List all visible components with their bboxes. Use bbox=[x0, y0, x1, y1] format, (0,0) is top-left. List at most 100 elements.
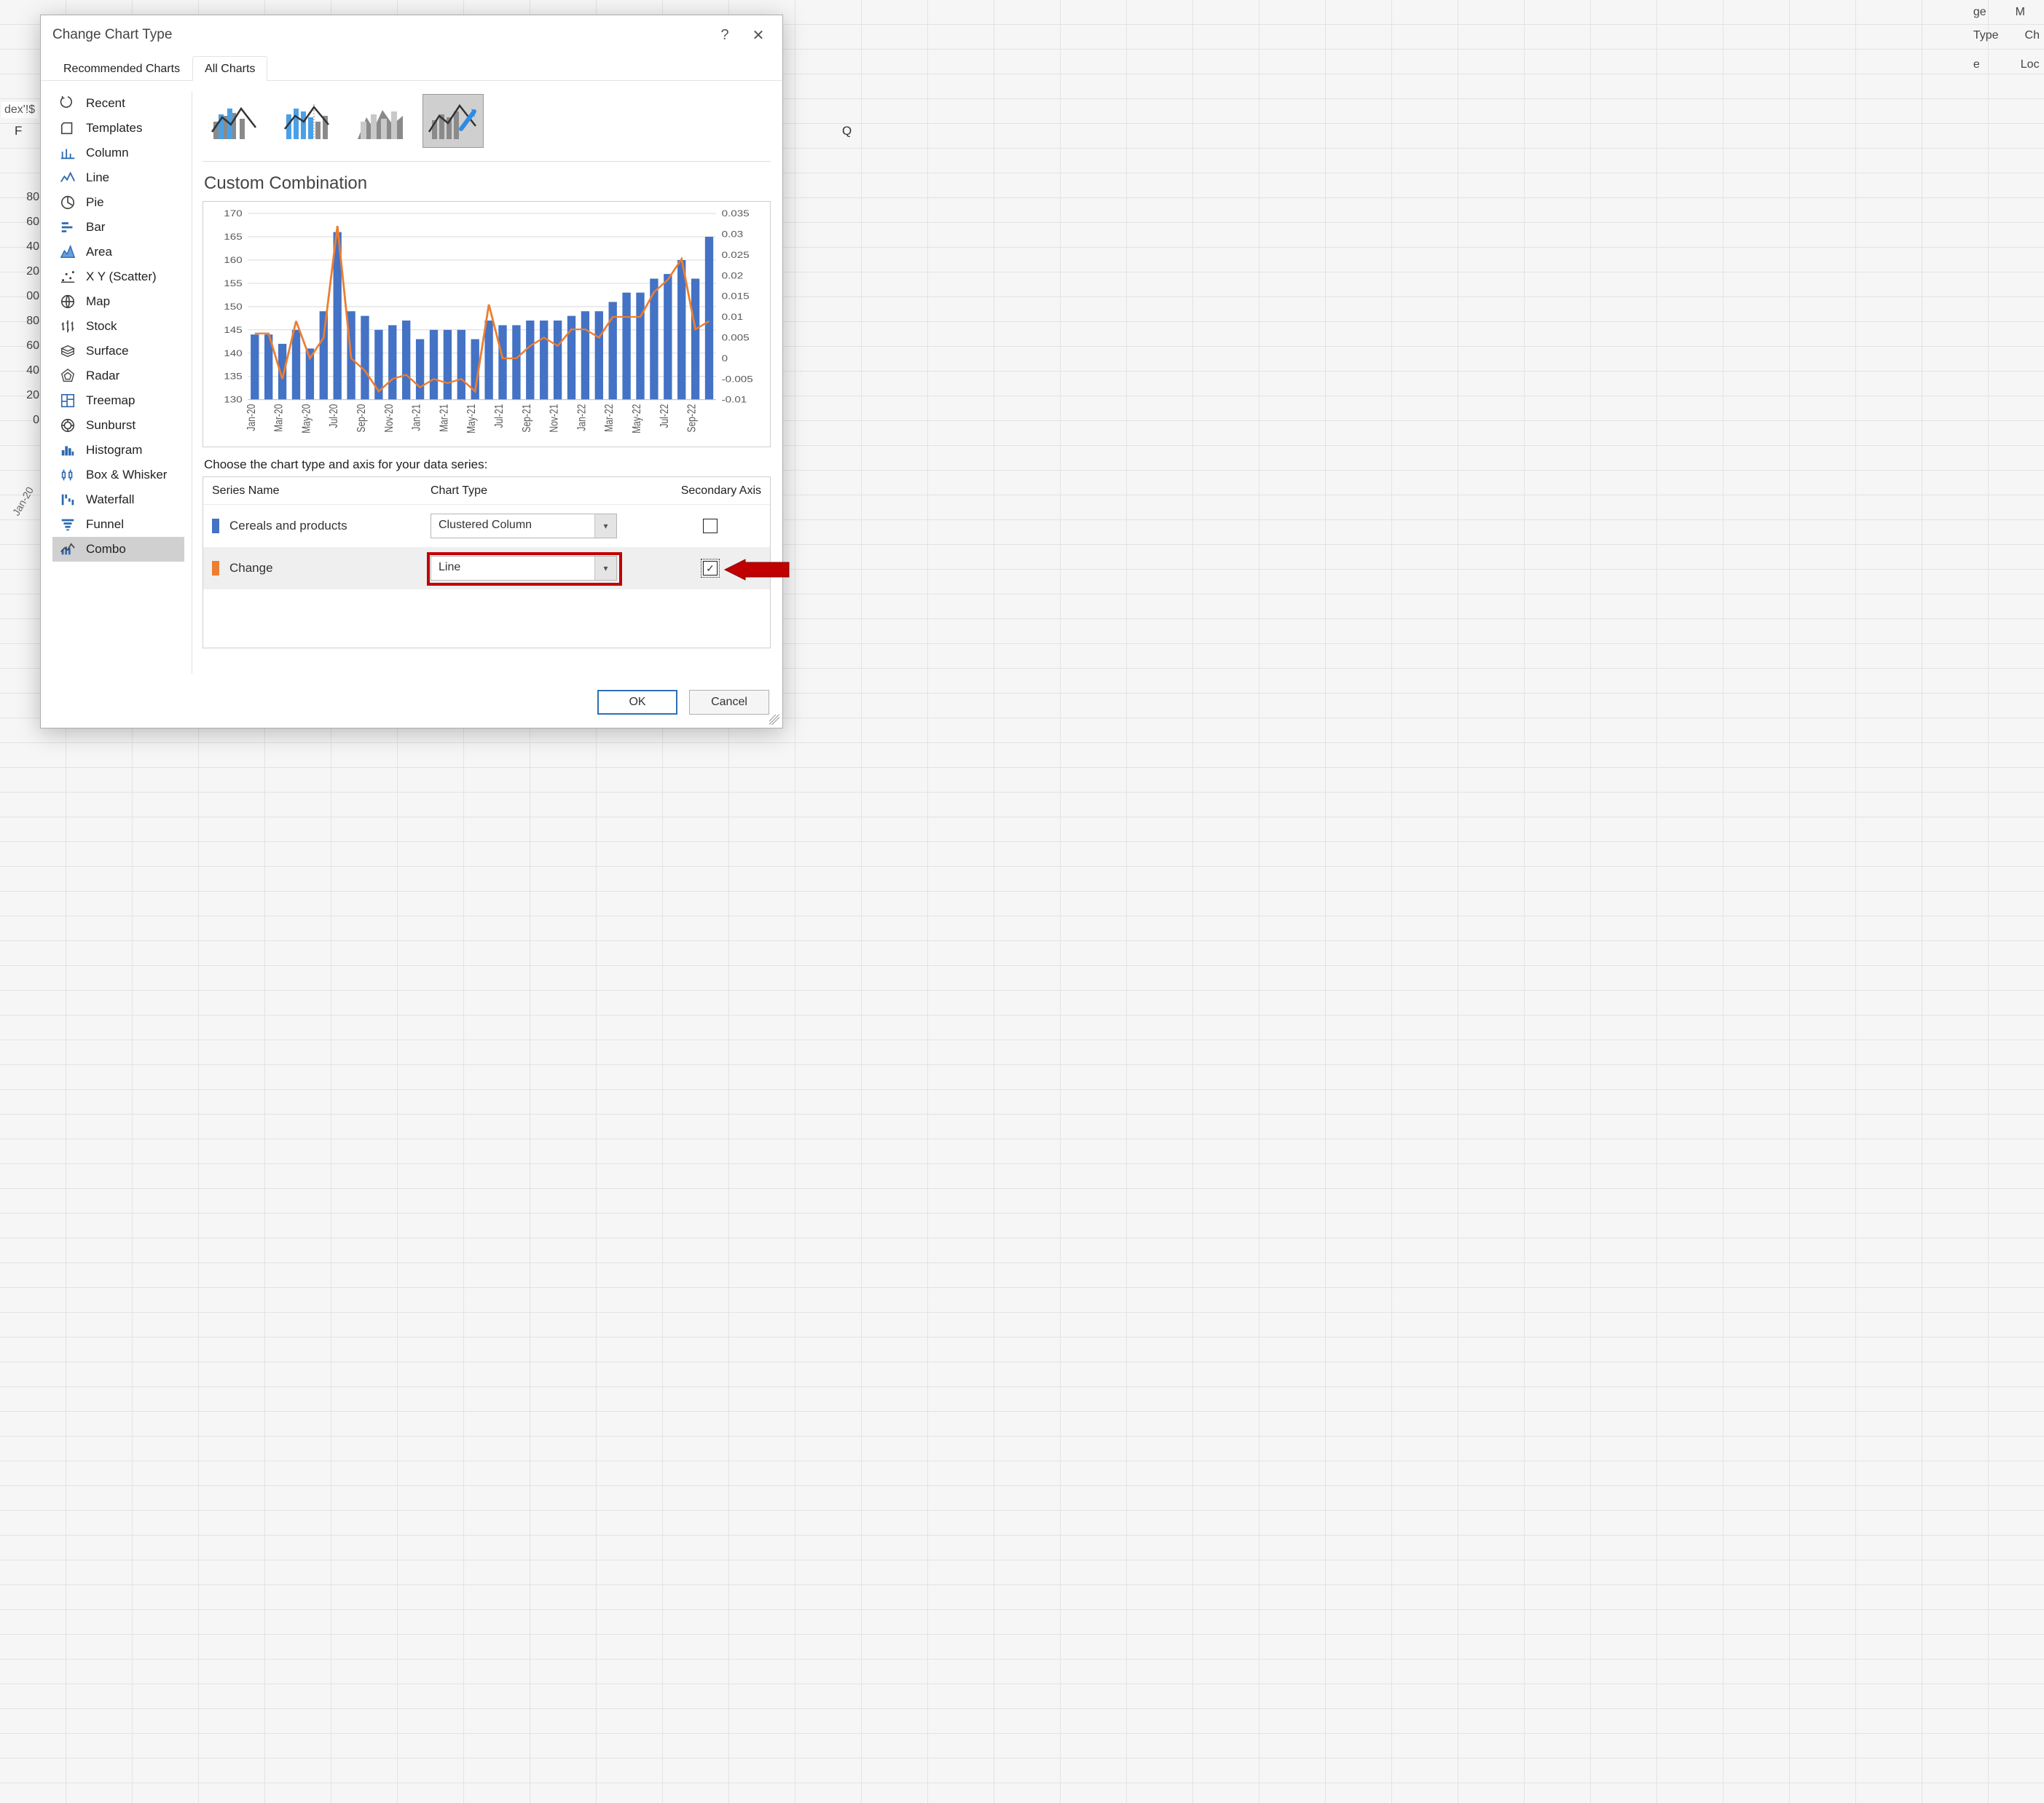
cat-box-whisker[interactable]: Box & Whisker bbox=[52, 463, 184, 487]
bar-icon bbox=[58, 219, 77, 235]
svg-text:Mar-21: Mar-21 bbox=[438, 404, 450, 432]
svg-text:135: 135 bbox=[224, 372, 243, 381]
combo-icon bbox=[58, 541, 77, 557]
box-whisker-icon bbox=[58, 467, 77, 483]
cat-stock[interactable]: Stock bbox=[52, 314, 184, 339]
series-table: Series Name Chart Type Secondary Axis Ce… bbox=[203, 476, 771, 648]
chevron-down-icon: ▾ bbox=[594, 514, 616, 538]
series-1-chart-type-select[interactable]: Clustered Column ▾ bbox=[431, 514, 617, 538]
radar-icon bbox=[58, 368, 77, 384]
svg-text:0.01: 0.01 bbox=[722, 313, 744, 322]
cat-scatter[interactable]: X Y (Scatter) bbox=[52, 264, 184, 289]
cat-waterfall[interactable]: Waterfall bbox=[52, 487, 184, 512]
combo-style-4-custom[interactable] bbox=[422, 94, 484, 148]
combo-style-row bbox=[203, 91, 771, 162]
cat-map[interactable]: Map bbox=[52, 289, 184, 314]
tab-recommended[interactable]: Recommended Charts bbox=[51, 56, 192, 81]
combo-style-3[interactable] bbox=[350, 94, 411, 148]
cat-treemap[interactable]: Treemap bbox=[52, 388, 184, 413]
treemap-icon bbox=[58, 393, 77, 409]
area-icon bbox=[58, 244, 77, 260]
svg-text:Sep-20: Sep-20 bbox=[355, 404, 368, 432]
series-row-2: Change Line ▾ ✓ bbox=[203, 547, 770, 589]
cat-sunburst[interactable]: Sunburst bbox=[52, 413, 184, 438]
svg-text:Mar-22: Mar-22 bbox=[603, 404, 616, 432]
cat-line[interactable]: Line bbox=[52, 165, 184, 190]
cat-funnel[interactable]: Funnel bbox=[52, 512, 184, 537]
series-1-name: Cereals and products bbox=[212, 519, 431, 534]
surface-icon bbox=[58, 343, 77, 359]
help-button[interactable]: ? bbox=[708, 23, 742, 47]
bg-col-f: F bbox=[15, 124, 22, 138]
svg-text:Jul-22: Jul-22 bbox=[659, 404, 671, 428]
combo-style-2[interactable] bbox=[277, 94, 338, 148]
svg-text:155: 155 bbox=[224, 278, 243, 288]
cat-area[interactable]: Area bbox=[52, 240, 184, 264]
svg-text:0.02: 0.02 bbox=[722, 271, 744, 280]
svg-text:-0.005: -0.005 bbox=[722, 374, 754, 384]
hdr-series-name: Series Name bbox=[212, 484, 431, 498]
pie-icon bbox=[58, 195, 77, 211]
svg-text:Sep-21: Sep-21 bbox=[521, 404, 533, 433]
chart-preview: 130 135 140 145 150 155 160 165 170 -0.01 -0.005 0 0… bbox=[203, 201, 771, 447]
resize-grip[interactable] bbox=[769, 715, 779, 725]
combo-style-1[interactable] bbox=[204, 94, 265, 148]
cat-pie[interactable]: Pie bbox=[52, 190, 184, 215]
dialog-tabs: Recommended Charts All Charts bbox=[41, 55, 782, 81]
svg-text:Jul-21: Jul-21 bbox=[493, 404, 506, 428]
series-row-1: Cereals and products Clustered Column ▾ bbox=[203, 505, 770, 547]
dialog-titlebar: Change Chart Type ? ✕ bbox=[41, 15, 782, 55]
svg-text:Mar-20: Mar-20 bbox=[272, 404, 285, 432]
tab-all-charts[interactable]: All Charts bbox=[192, 56, 267, 81]
svg-text:150: 150 bbox=[224, 302, 243, 311]
svg-text:May-20: May-20 bbox=[300, 404, 313, 433]
ok-button[interactable]: OK bbox=[597, 690, 677, 715]
svg-text:170: 170 bbox=[224, 209, 243, 219]
svg-text:-0.01: -0.01 bbox=[722, 395, 747, 404]
svg-text:0.025: 0.025 bbox=[722, 250, 750, 259]
histogram-icon bbox=[58, 442, 77, 458]
change-chart-type-dialog: Change Chart Type ? ✕ Recommended Charts… bbox=[40, 15, 783, 728]
svg-text:Nov-21: Nov-21 bbox=[548, 404, 560, 433]
svg-text:0.03: 0.03 bbox=[722, 229, 744, 239]
sunburst-icon bbox=[58, 417, 77, 433]
series-2-name: Change bbox=[212, 561, 431, 576]
svg-text:0: 0 bbox=[722, 353, 728, 363]
line-icon bbox=[58, 170, 77, 186]
cat-surface[interactable]: Surface bbox=[52, 339, 184, 364]
stock-icon bbox=[58, 318, 77, 334]
svg-text:145: 145 bbox=[224, 325, 243, 334]
cancel-button[interactable]: Cancel bbox=[689, 690, 769, 715]
chart-category-sidebar: Recent Templates Column Line Pie Bar Are… bbox=[52, 91, 192, 674]
cat-combo[interactable]: Combo bbox=[52, 537, 184, 562]
series-1-secondary-axis-checkbox[interactable] bbox=[703, 519, 718, 533]
choose-series-label: Choose the chart type and axis for your … bbox=[204, 457, 771, 472]
cat-templates[interactable]: Templates bbox=[52, 116, 184, 141]
cat-recent[interactable]: Recent bbox=[52, 91, 184, 116]
column-icon bbox=[58, 145, 77, 161]
funnel-icon bbox=[58, 516, 77, 533]
bg-ribbon: ge M Type Ch e Loc bbox=[1973, 6, 2040, 71]
svg-text:Jan-22: Jan-22 bbox=[575, 404, 588, 431]
svg-text:130: 130 bbox=[224, 395, 243, 404]
bg-formula-fragment: dex'!$ bbox=[1, 102, 38, 118]
svg-text:160: 160 bbox=[224, 255, 243, 264]
map-icon bbox=[58, 294, 77, 310]
series-2-secondary-axis-checkbox[interactable]: ✓ bbox=[703, 561, 718, 576]
cat-column[interactable]: Column bbox=[52, 141, 184, 165]
cat-histogram[interactable]: Histogram bbox=[52, 438, 184, 463]
dialog-title: Change Chart Type bbox=[52, 27, 172, 43]
svg-text:140: 140 bbox=[224, 348, 243, 358]
cat-radar[interactable]: Radar bbox=[52, 364, 184, 388]
cat-bar[interactable]: Bar bbox=[52, 215, 184, 240]
svg-text:Jan-20: Jan-20 bbox=[245, 404, 257, 431]
series-2-chart-type-select[interactable]: Line ▾ bbox=[431, 556, 617, 581]
svg-text:165: 165 bbox=[224, 232, 243, 241]
bg-col-q: Q bbox=[842, 124, 852, 138]
main-pane: Custom Combination 130135140145150155160… bbox=[203, 91, 771, 674]
bg-left-axis: 80 60 40 20 00 80 60 40 20 0 bbox=[0, 191, 44, 425]
svg-text:May-22: May-22 bbox=[631, 404, 643, 433]
svg-text:Jul-20: Jul-20 bbox=[328, 404, 340, 428]
waterfall-icon bbox=[58, 492, 77, 508]
close-button[interactable]: ✕ bbox=[742, 23, 775, 47]
